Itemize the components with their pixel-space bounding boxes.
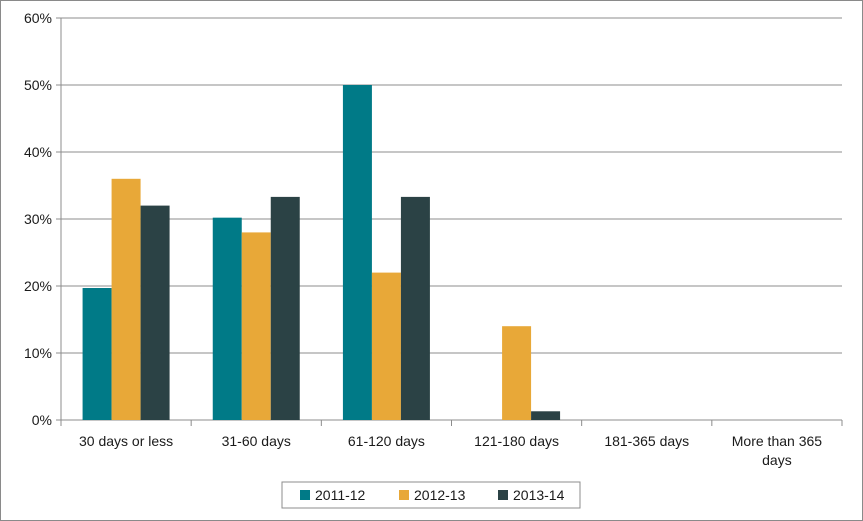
y-tick-label: 60%: [24, 10, 52, 26]
x-tick-label: 61-120 days: [348, 433, 425, 449]
legend-swatch: [300, 490, 310, 500]
bar-2012-13: [111, 178, 141, 420]
y-tick-label: 0%: [32, 412, 52, 428]
x-tick-label: 181-365 days: [604, 433, 689, 449]
legend-label: 2013-14: [513, 487, 565, 503]
x-tick-label: More than 365: [732, 433, 822, 449]
legend-swatch: [399, 490, 409, 500]
x-tick-label: 31-60 days: [222, 433, 291, 449]
x-tick-label: 121-180 days: [474, 433, 559, 449]
bar-2013-14: [400, 196, 430, 420]
bar-2011-12: [212, 217, 242, 420]
x-tick-label: 30 days or less: [79, 433, 173, 449]
bar-2012-13: [502, 326, 532, 420]
bar-2013-14: [270, 196, 300, 420]
y-tick-label: 20%: [24, 278, 52, 294]
bar-2012-13: [241, 232, 271, 420]
y-tick-label: 50%: [24, 77, 52, 93]
legend-swatch: [498, 490, 508, 500]
x-tick-label: days: [762, 452, 792, 468]
bar-2013-14: [140, 205, 170, 420]
y-tick-label: 10%: [24, 345, 52, 361]
y-tick-label: 40%: [24, 144, 52, 160]
legend-box: [281, 481, 581, 509]
bar-2013-14: [531, 411, 561, 420]
y-tick-label: 30%: [24, 211, 52, 227]
legend-label: 2012-13: [414, 487, 466, 503]
bar-2011-12: [342, 85, 372, 420]
bar-2011-12: [82, 288, 112, 420]
bar-2012-13: [371, 272, 401, 420]
legend-label: 2011-12: [315, 487, 366, 503]
